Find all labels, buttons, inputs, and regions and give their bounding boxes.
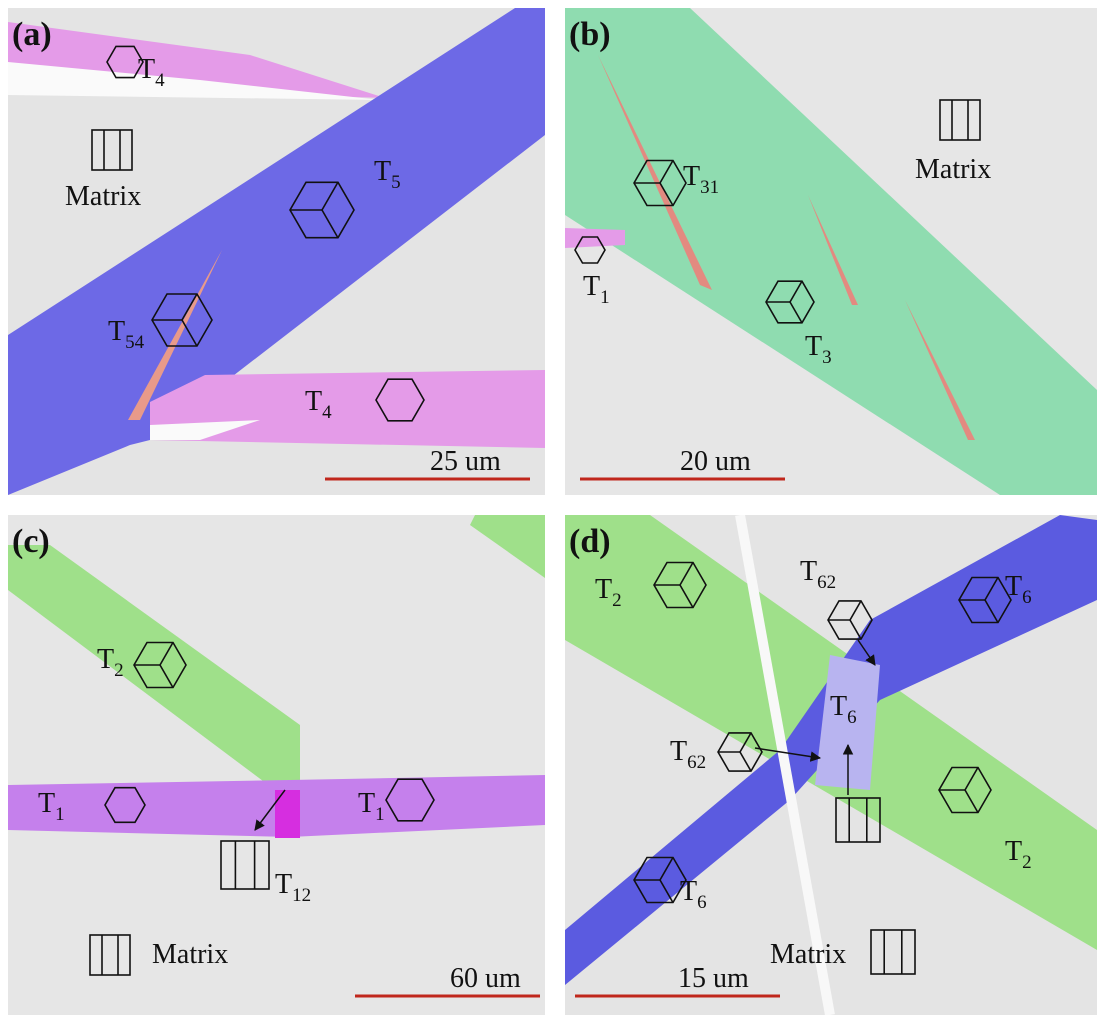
label-letter: T: [680, 876, 697, 907]
panel-b-map: [565, 8, 1097, 495]
label-letter: T: [374, 156, 391, 187]
label-subscript: 6: [1022, 587, 1032, 608]
label-letter: T: [1005, 571, 1022, 602]
label-letter: T: [38, 788, 55, 819]
panel-c-map: [8, 515, 545, 1015]
matrix-label: Matrix: [770, 939, 846, 970]
figure: (a)Matrix25 umT4T5T54T4(b)Matrix20 umT31…: [0, 0, 1097, 1019]
label-letter: T: [595, 574, 612, 605]
label-subscript: 1: [55, 804, 65, 825]
scale-bar-label: 25 um: [430, 446, 501, 477]
label-subscript: 2: [612, 590, 622, 611]
label-subscript: 5: [391, 172, 401, 193]
scale-bar-label: 20 um: [680, 446, 751, 477]
label-subscript: 4: [322, 402, 332, 423]
label-subscript: 2: [1022, 852, 1032, 873]
label-letter: T: [138, 54, 155, 85]
label-subscript: 1: [600, 287, 610, 308]
label-subscript: 62: [817, 572, 836, 593]
label-letter: T: [805, 331, 822, 362]
panel-tag: (c): [12, 523, 50, 560]
label-subscript: 54: [125, 332, 145, 353]
label-subscript: 62: [687, 752, 706, 773]
label-letter: T: [1005, 836, 1022, 867]
label-letter: T: [97, 644, 114, 675]
label-letter: T: [583, 271, 600, 302]
label-letter: T: [108, 316, 125, 347]
label-subscript: 12: [292, 885, 311, 906]
label-letter: T: [358, 788, 375, 819]
panel-tag: (a): [12, 16, 52, 53]
label-letter: T: [305, 386, 322, 417]
label-letter: T: [275, 869, 292, 900]
label-subscript: 31: [700, 177, 719, 198]
label-subscript: 1: [375, 804, 385, 825]
panel-tag: (b): [569, 16, 611, 53]
scale-bar-label: 15 um: [678, 963, 749, 994]
label-subscript: 4: [155, 70, 165, 91]
label-letter: T: [683, 161, 700, 192]
label-letter: T: [830, 691, 847, 722]
panel-a-map: [8, 8, 545, 495]
matrix-label: Matrix: [915, 154, 991, 185]
panel-tag: (d): [569, 523, 611, 560]
label-letter: T: [800, 556, 817, 587]
matrix-label: Matrix: [152, 939, 228, 970]
label-subscript: 6: [847, 707, 857, 728]
label-subscript: 2: [114, 660, 124, 681]
matrix-label: Matrix: [65, 181, 141, 212]
label-subscript: 6: [697, 892, 707, 913]
label-subscript: 3: [822, 347, 832, 368]
scale-bar-label: 60 um: [450, 963, 521, 994]
label-letter: T: [670, 736, 687, 767]
